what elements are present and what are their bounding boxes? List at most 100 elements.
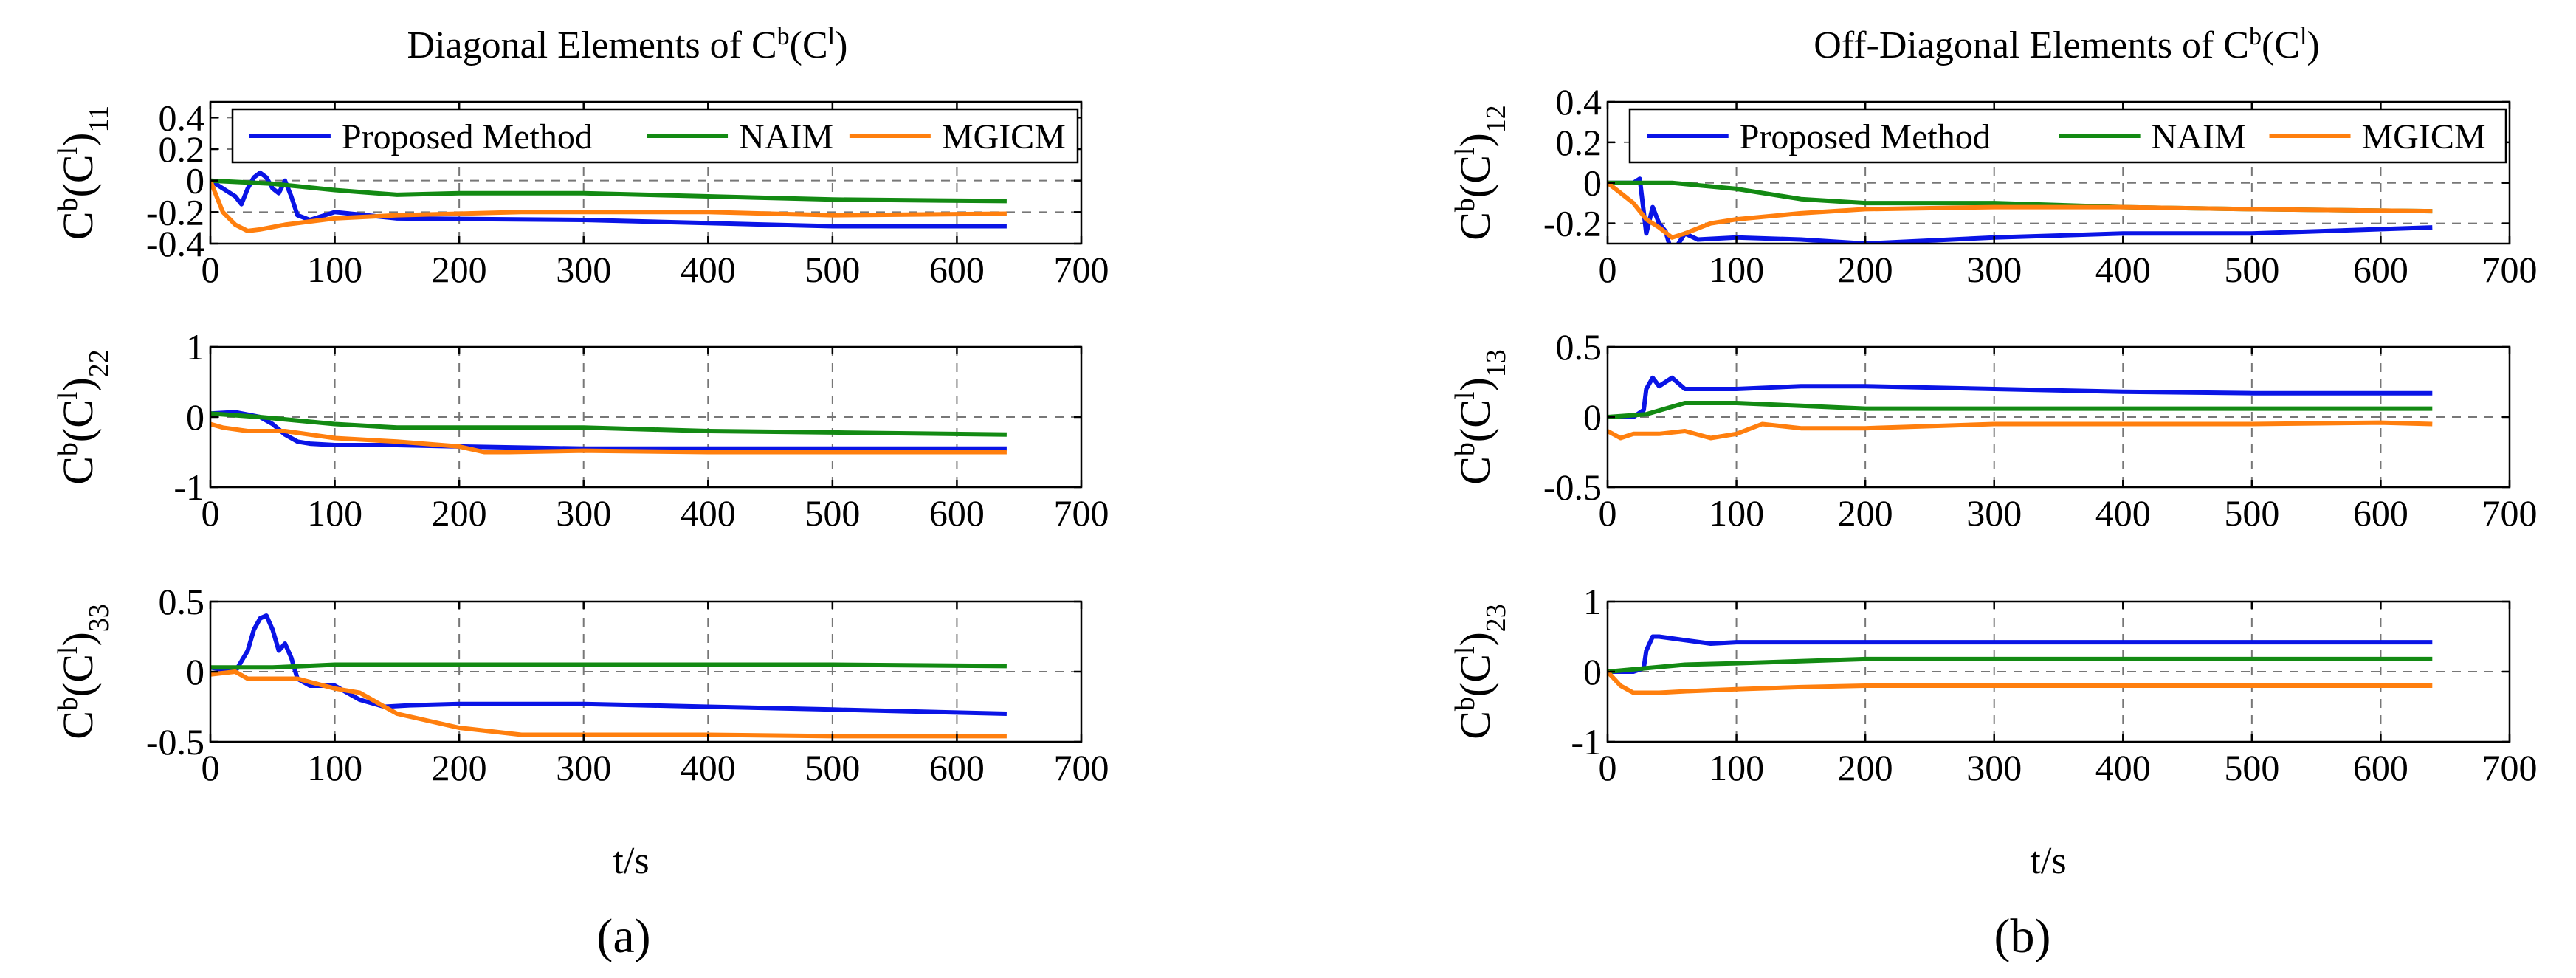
x-tick-label: 700 — [2482, 747, 2538, 788]
y-tick-label: 0 — [1583, 396, 1602, 438]
x-tick-label: 600 — [2353, 249, 2408, 290]
y-axis-label: Cb(Cl)12 — [1450, 105, 1512, 241]
x-tick-label: 500 — [805, 747, 860, 788]
y-tick-label: -0.5 — [146, 721, 204, 762]
plots-layer: 0 100 200 300 400 500 600 700-0.4-0.200.20.4Cb(… — [52, 81, 2538, 788]
panel-a-title-sup-l: l — [828, 23, 835, 50]
panel-b-title-sup-b: b — [2249, 23, 2262, 50]
panel-a-xlabel: t/s — [613, 840, 649, 882]
x-tick-label: 0 — [1599, 249, 1617, 290]
y-tick-label: -0.2 — [146, 191, 204, 233]
x-tick-label: 100 — [307, 492, 362, 534]
panel-b-caption: (b) — [1994, 909, 2051, 963]
axes-box — [1606, 100, 2511, 245]
panel-b-title-paren-close: ) — [2307, 24, 2319, 66]
x-tick-label: 300 — [1966, 492, 2022, 534]
x-tick-label: 100 — [1709, 249, 1764, 290]
x-tick-label: 400 — [681, 492, 736, 534]
y-axis-label: Cb(Cl)23 — [1450, 604, 1512, 740]
panel-a-title-paren-close: ) — [835, 24, 847, 66]
x-tick-label: 100 — [307, 249, 362, 290]
series-mgicm-line — [1608, 420, 2433, 441]
y-tick-label: 0.4 — [159, 97, 205, 138]
x-tick-label: 300 — [556, 249, 611, 290]
x-tick-label: 100 — [1709, 747, 1764, 788]
y-tick-label: 0 — [1583, 651, 1602, 692]
axes-box — [209, 100, 1083, 245]
y-axis-label: Cb(Cl)22 — [52, 349, 114, 485]
panel-b-title-sup-l: l — [2300, 23, 2307, 50]
y-axis-label: Cb(Cl)11 — [52, 106, 114, 240]
series-naim-line — [210, 411, 1007, 437]
x-tick-label: 700 — [1054, 249, 1109, 290]
y-tick-label: 0 — [186, 651, 204, 692]
x-tick-label: 300 — [556, 492, 611, 534]
legend-label: NAIM — [739, 117, 833, 156]
x-tick-label: 600 — [929, 492, 985, 534]
x-tick-label: 600 — [929, 249, 985, 290]
series-mgicm-line — [210, 421, 1007, 455]
panel-a-title: Diagonal Elements of Cb(Cl) — [407, 23, 848, 67]
panel-a-caption: (a) — [596, 909, 650, 963]
panel-a-title-sup-b: b — [777, 23, 790, 50]
x-tick-label: 400 — [681, 747, 736, 788]
subplot-c11: 0 100 200 300 400 500 600 700-0.4-0.200.20.4Cb(… — [52, 97, 1109, 290]
y-axis-label: Cb(Cl)13 — [1450, 349, 1512, 485]
y-tick-label: 0.5 — [159, 581, 205, 622]
x-tick-label: 100 — [307, 747, 362, 788]
x-tick-label: 700 — [1054, 747, 1109, 788]
x-tick-label: 500 — [2224, 492, 2279, 534]
x-tick-label: 200 — [432, 249, 487, 290]
y-tick-label: 0.2 — [1556, 122, 1602, 163]
panel-a-title-paren-open: (C — [790, 24, 828, 66]
y-tick-label: -0.5 — [1543, 466, 1602, 508]
panel-b-title-prefix: Off-Diagonal Elements of C — [1814, 24, 2249, 66]
series-naim-line — [210, 662, 1007, 670]
x-tick-label: 700 — [2482, 249, 2538, 290]
x-tick-label: 0 — [202, 249, 220, 290]
x-tick-label: 200 — [1838, 492, 1893, 534]
y-tick-label: -1 — [173, 466, 204, 508]
panel-a-title-prefix: Diagonal Elements of C — [407, 24, 777, 66]
panel-b-title: Off-Diagonal Elements of Cb(Cl) — [1814, 23, 2319, 67]
series-mgicm-line — [1608, 181, 2433, 240]
series-naim-line — [210, 178, 1007, 204]
y-tick-label: -1 — [1571, 721, 1602, 762]
x-tick-label: 600 — [929, 747, 985, 788]
series-proposed-method-line — [1608, 634, 2433, 674]
x-tick-label: 600 — [2353, 492, 2408, 534]
x-tick-label: 500 — [805, 249, 860, 290]
y-tick-label: 0.2 — [159, 128, 205, 170]
subplot-c13: 0 100 200 300 400 500 600 700-0.500.5Cb(Cl)13 — [1450, 326, 2538, 534]
y-tick-label: 0 — [186, 160, 204, 202]
panel-b-title-paren-open: (C — [2262, 24, 2300, 66]
legend-label: MGICM — [942, 117, 1066, 156]
series-mgicm-line — [1608, 669, 2433, 695]
x-tick-label: 400 — [2095, 249, 2151, 290]
series-mgicm-line — [210, 669, 1007, 739]
y-tick-label: 0.5 — [1556, 326, 1602, 368]
x-tick-label: 200 — [1838, 249, 1893, 290]
x-tick-label: 200 — [432, 747, 487, 788]
legend-label: Proposed Method — [342, 117, 593, 156]
x-tick-label: 0 — [202, 492, 220, 534]
x-tick-label: 100 — [1709, 492, 1764, 534]
x-tick-label: 300 — [1966, 747, 2022, 788]
x-tick-label: 0 — [202, 747, 220, 788]
x-tick-label: 500 — [2224, 249, 2279, 290]
y-tick-label: 1 — [186, 326, 204, 368]
x-tick-label: 700 — [2482, 492, 2538, 534]
y-tick-label: 0 — [1583, 162, 1602, 204]
panel-b-xlabel: t/s — [2030, 840, 2066, 882]
series-mgicm-line — [210, 179, 1007, 233]
series-proposed-method-line — [1608, 375, 2433, 419]
subplot-c12: 0 100 200 300 400 500 600 700-0.200.20.4Cb(Cl)1… — [1450, 81, 2538, 290]
series-proposed-method-line — [1608, 176, 2433, 244]
x-tick-label: 500 — [2224, 747, 2279, 788]
x-tick-label: 300 — [556, 747, 611, 788]
subplot-c33: 0 100 200 300 400 500 600 700-0.500.5Cb(Cl)33 — [52, 581, 1109, 788]
legend-label: Proposed Method — [1740, 117, 1991, 156]
